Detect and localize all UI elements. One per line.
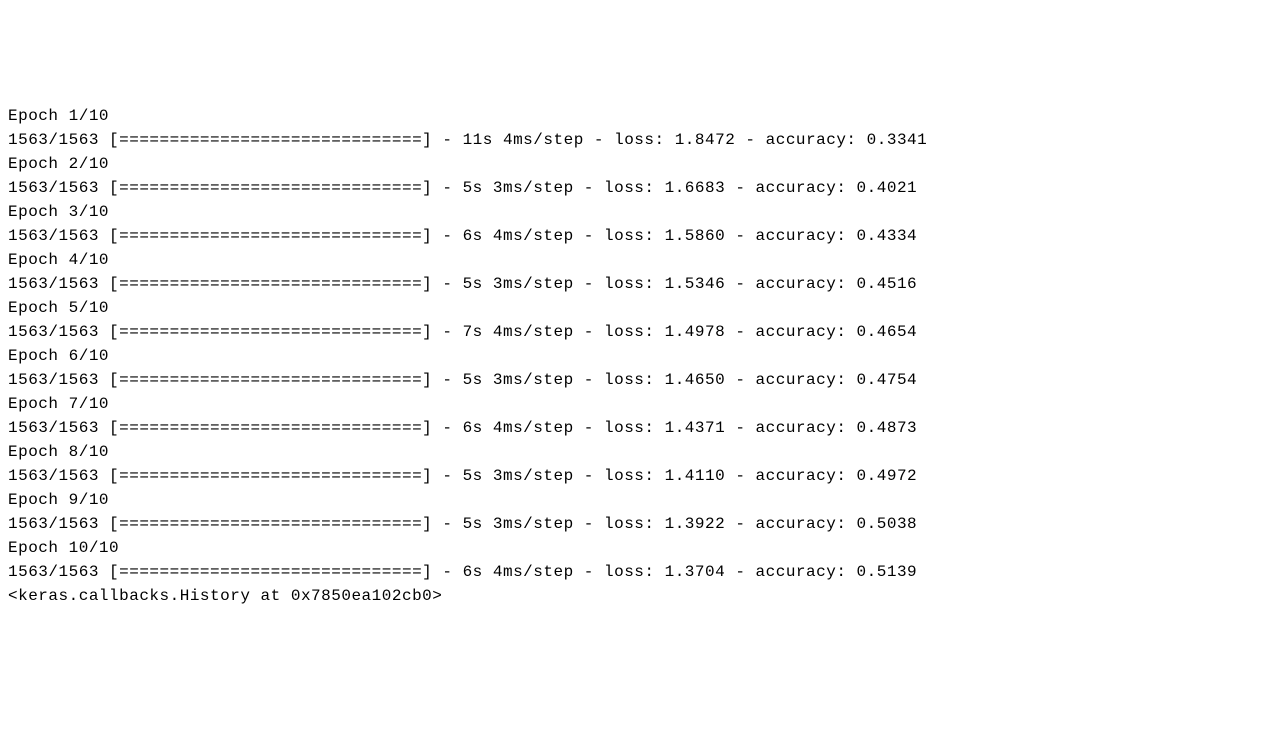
epoch-progress-line: 1563/1563 [=============================…: [8, 320, 1272, 344]
epoch-progress-line: 1563/1563 [=============================…: [8, 560, 1272, 584]
epoch-header: Epoch 10/10: [8, 536, 1272, 560]
epoch-progress-line: 1563/1563 [=============================…: [8, 416, 1272, 440]
epoch-header: Epoch 9/10: [8, 488, 1272, 512]
epoch-header: Epoch 5/10: [8, 296, 1272, 320]
epoch-header: Epoch 1/10: [8, 104, 1272, 128]
epoch-progress-line: 1563/1563 [=============================…: [8, 176, 1272, 200]
epoch-header: Epoch 6/10: [8, 344, 1272, 368]
epoch-header: Epoch 8/10: [8, 440, 1272, 464]
epoch-progress-line: 1563/1563 [=============================…: [8, 272, 1272, 296]
epoch-header: Epoch 2/10: [8, 152, 1272, 176]
epoch-progress-line: 1563/1563 [=============================…: [8, 464, 1272, 488]
epoch-progress-line: 1563/1563 [=============================…: [8, 128, 1272, 152]
epoch-header: Epoch 7/10: [8, 392, 1272, 416]
training-log-output: Epoch 1/101563/1563 [===================…: [8, 104, 1272, 608]
epoch-progress-line: 1563/1563 [=============================…: [8, 224, 1272, 248]
epoch-header: Epoch 3/10: [8, 200, 1272, 224]
history-object-repr: <keras.callbacks.History at 0x7850ea102c…: [8, 584, 1272, 608]
epoch-progress-line: 1563/1563 [=============================…: [8, 512, 1272, 536]
epoch-progress-line: 1563/1563 [=============================…: [8, 368, 1272, 392]
epoch-header: Epoch 4/10: [8, 248, 1272, 272]
